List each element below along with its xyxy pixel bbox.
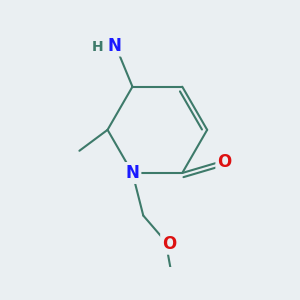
Text: O: O [218,153,232,171]
Text: N: N [107,37,121,55]
Text: O: O [162,235,176,253]
Text: H: H [92,40,103,54]
Text: N: N [125,164,140,182]
